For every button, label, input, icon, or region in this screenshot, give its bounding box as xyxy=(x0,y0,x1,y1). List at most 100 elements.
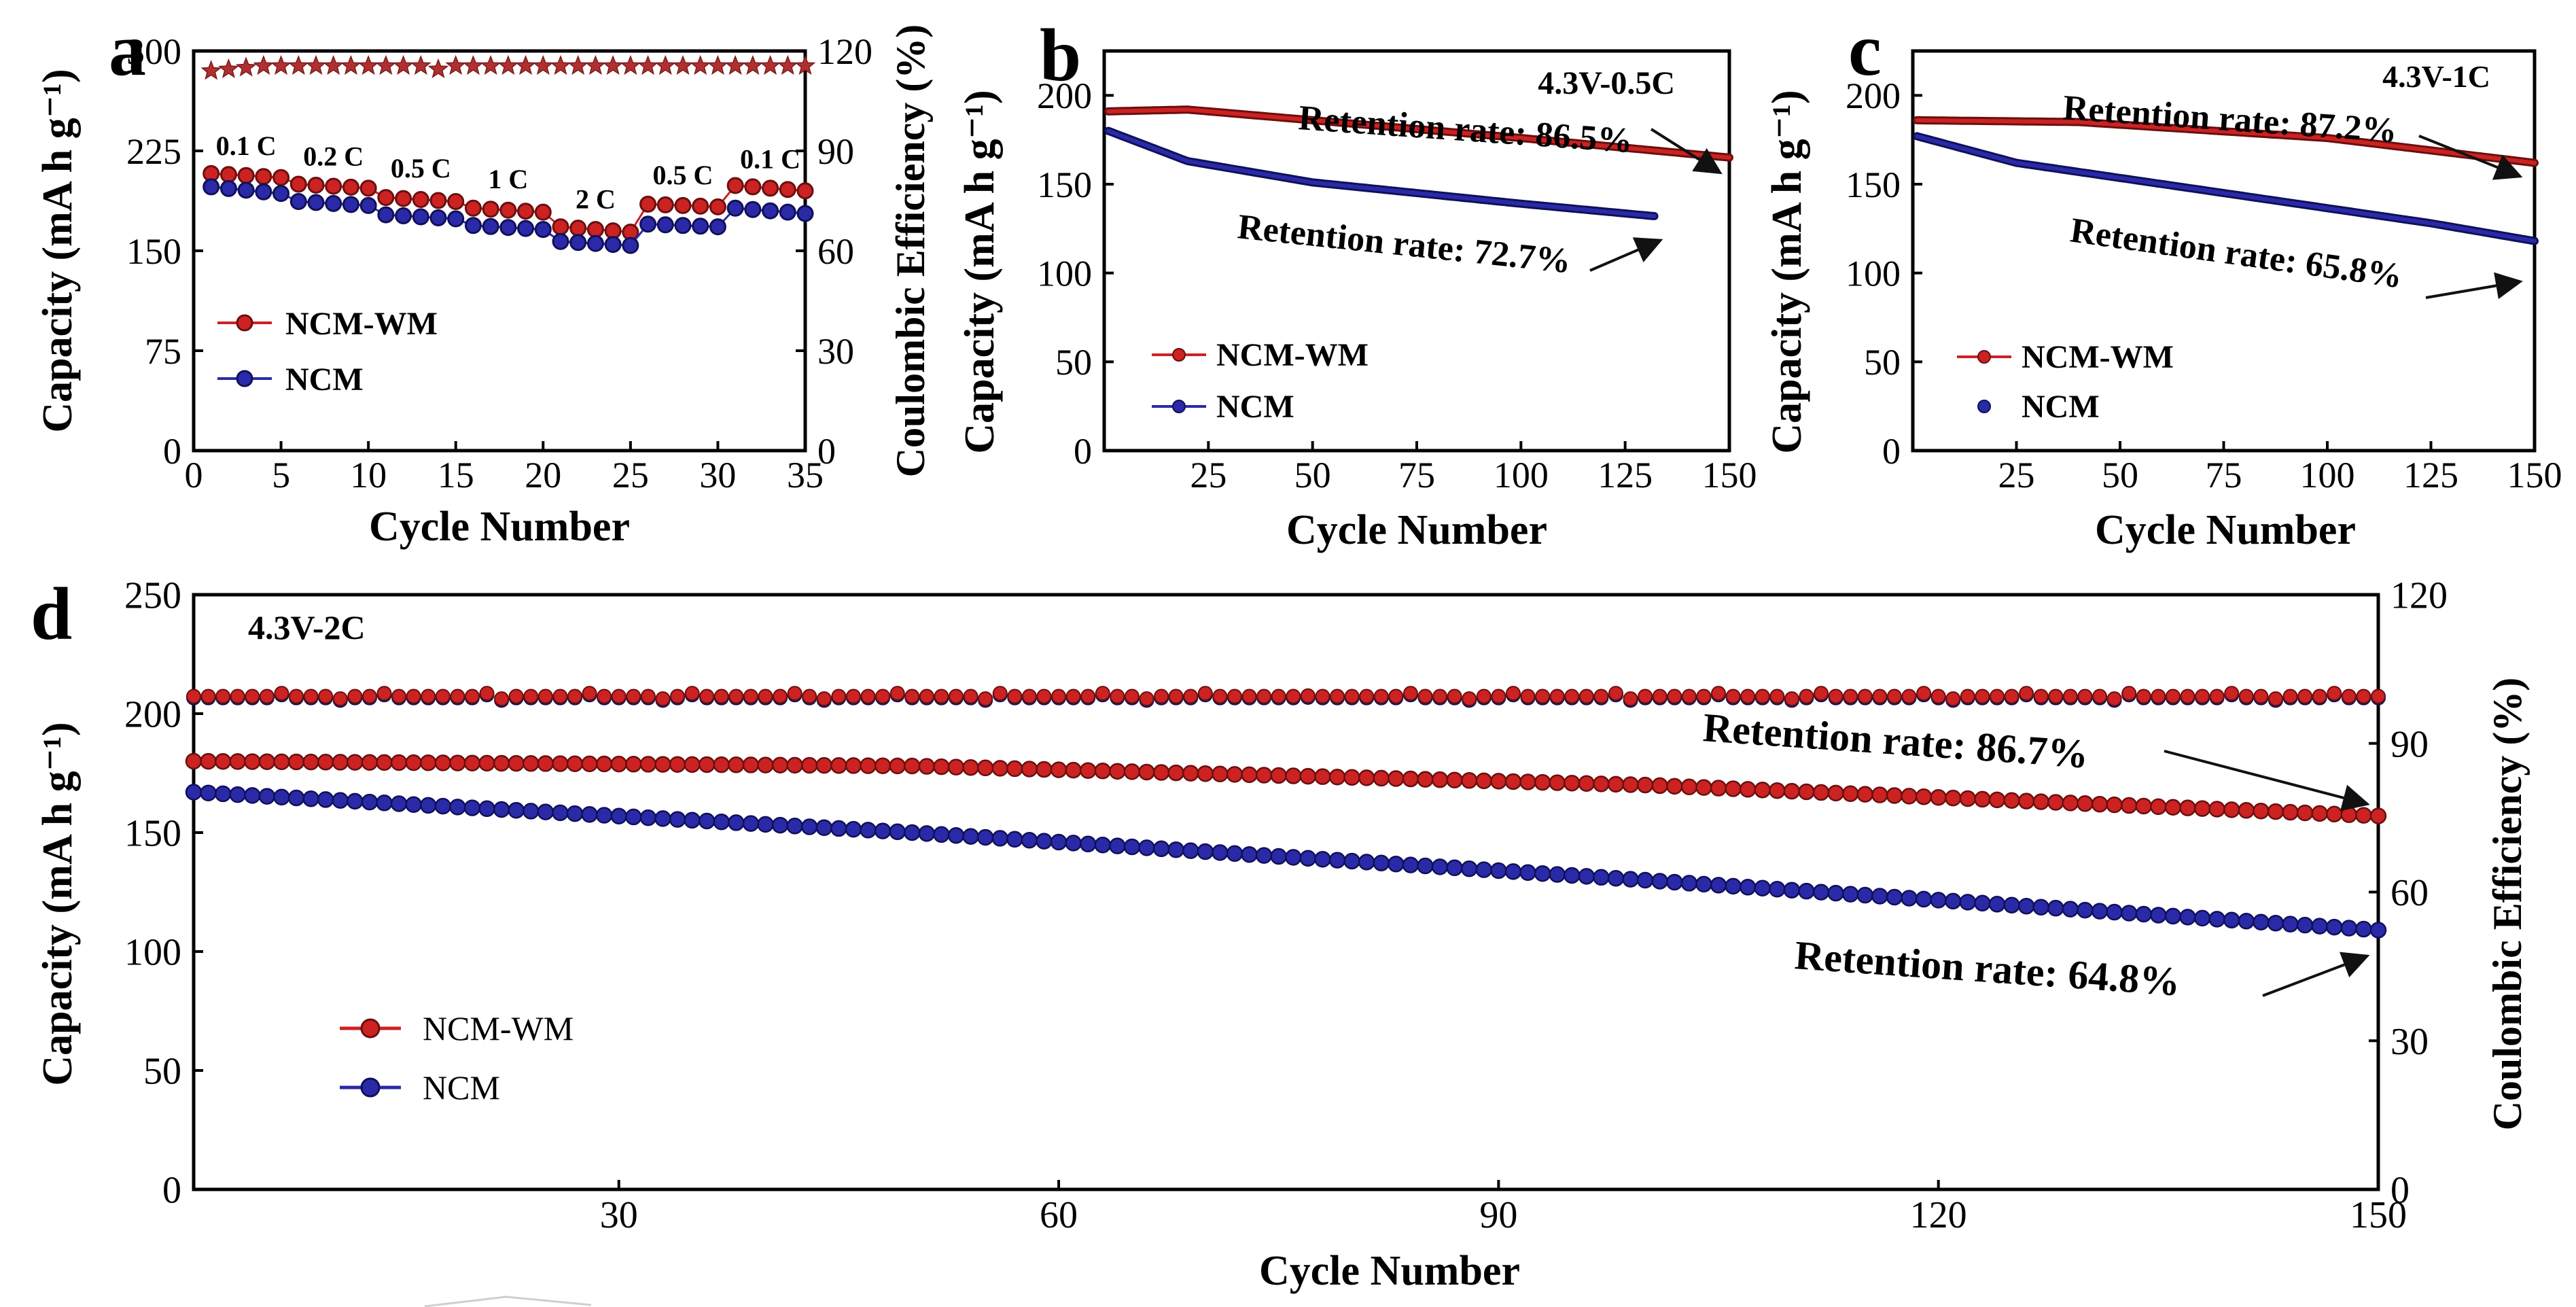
ce-point-ncm-wm-ce-84 xyxy=(1402,686,1418,701)
a-y-tick-label-300: 300 xyxy=(126,31,181,72)
point-ncm-99 xyxy=(1622,871,1639,888)
point-ncm-49 xyxy=(889,823,906,841)
point-ncm-wm-97 xyxy=(1593,776,1610,792)
point-ncm-wm-26 xyxy=(639,195,657,213)
point-ncm-51 xyxy=(918,825,936,842)
d-x-tick-label-60: 60 xyxy=(1040,1194,1078,1236)
point-ncm-wm-141 xyxy=(2238,802,2255,819)
point-ncm-wm-17 xyxy=(482,201,499,218)
point-ncm-wm-8 xyxy=(287,753,305,771)
point-ncm-95 xyxy=(1564,867,1581,884)
point-ncm-69 xyxy=(1182,842,1199,859)
ce-point-ncm-wm-ce-58 xyxy=(1021,689,1037,704)
ce-point-ncm-wm-ce-60 xyxy=(1051,689,1067,704)
point-ncm-2 xyxy=(219,179,237,197)
point-ncm-wm-17 xyxy=(419,754,437,771)
point-ncm-7 xyxy=(273,788,290,806)
panel-d-arrow-ncm xyxy=(2262,952,2370,997)
ce-point-ncm-wm-ce-37 xyxy=(713,689,729,704)
point-ncm-1 xyxy=(202,178,220,196)
ce-point-ncm-wm-ce-94 xyxy=(1549,689,1565,704)
point-ncm-wm-73 xyxy=(1241,766,1258,784)
point-ncm-10 xyxy=(317,791,334,808)
point-ncm-wm-72 xyxy=(1226,766,1243,783)
ce-point-ncm-wm-ce-61 xyxy=(1065,689,1081,704)
panel-c-legend: NCM-WM NCM xyxy=(1957,339,2174,425)
point-ncm-wm-101 xyxy=(1651,777,1668,795)
ce-star-23 xyxy=(585,54,606,75)
ce-point-ncm-wm-ce-114 xyxy=(1843,689,1858,704)
point-ncm-wm-146 xyxy=(2311,805,2328,822)
ce-point-ncm-wm-ce-16 xyxy=(406,689,421,704)
ce-point-ncm-wm-ce-17 xyxy=(421,689,436,704)
ce-star-22 xyxy=(567,54,588,75)
a-y2-tick-label-60: 60 xyxy=(817,231,854,272)
point-ncm-wm-12 xyxy=(347,754,364,771)
panel-d-title: 4.3V-2C xyxy=(248,608,366,646)
point-ncm-wm-13 xyxy=(412,191,429,209)
point-ncm-1 xyxy=(185,784,202,801)
point-ncm-wm-20 xyxy=(534,203,552,221)
point-ncm-148 xyxy=(2340,920,2358,937)
point-ncm-wm-23 xyxy=(508,754,525,772)
point-ncm-25 xyxy=(537,803,554,820)
point-ncm-86 xyxy=(1431,858,1449,875)
point-ncm-72 xyxy=(1226,845,1243,862)
ce-point-ncm-wm-ce-107 xyxy=(1740,689,1756,704)
ce-point-ncm-wm-ce-112 xyxy=(1814,686,1829,701)
ce-point-ncm-wm-ce-73 xyxy=(1241,689,1257,704)
ce-point-ncm-wm-ce-93 xyxy=(1535,689,1551,704)
point-ncm-11 xyxy=(332,792,349,809)
ce-point-ncm-wm-ce-139 xyxy=(2209,689,2225,704)
point-ncm-122 xyxy=(1959,894,1977,911)
point-ncm-93 xyxy=(1534,865,1551,882)
point-ncm-wm-108 xyxy=(1754,782,1771,799)
ce-point-ncm-wm-ce-103 xyxy=(1681,689,1697,704)
point-ncm-101 xyxy=(1651,873,1668,890)
panel-label-a: a xyxy=(109,8,146,91)
point-ncm-124 xyxy=(1988,896,2006,913)
point-ncm-wm-29 xyxy=(692,197,709,215)
point-ncm-9 xyxy=(342,196,359,213)
ce-point-ncm-wm-ce-86 xyxy=(1432,689,1448,704)
point-ncm-142 xyxy=(2253,913,2270,930)
point-ncm-wm-139 xyxy=(2208,801,2225,818)
d-x-tick-label-90: 90 xyxy=(1479,1194,1517,1236)
point-ncm-wm-79 xyxy=(1328,768,1346,786)
point-ncm-wm-21 xyxy=(478,754,495,772)
a-x-tick-label-20: 20 xyxy=(525,455,561,495)
ce-point-ncm-wm-ce-71 xyxy=(1212,689,1228,704)
rate-label-6: 0.5 C xyxy=(653,160,713,190)
ce-point-ncm-wm-ce-131 xyxy=(2092,689,2108,704)
point-ncm-wm-53 xyxy=(947,759,965,776)
point-ncm-17 xyxy=(482,217,499,235)
ce-point-ncm-wm-ce-18 xyxy=(435,689,451,704)
point-ncm-wm-32 xyxy=(744,178,762,196)
b-x-tick-label-50: 50 xyxy=(1294,455,1331,495)
point-ncm-wm-24 xyxy=(523,755,540,772)
point-ncm-13 xyxy=(412,208,429,226)
point-ncm-wm-40 xyxy=(757,756,774,773)
point-ncm-12 xyxy=(347,792,364,810)
d-y-tick-label-250: 250 xyxy=(124,575,181,617)
panel-a-y2-axis-label: Coulombic Efficiency (%) xyxy=(888,24,933,478)
panel-b-x-axis-label: Cycle Number xyxy=(1286,507,1547,553)
ce-point-ncm-wm-ce-133 xyxy=(2121,686,2137,701)
panel-c-retention-ncm-wm: Retention rate: 87.2% xyxy=(2062,88,2398,150)
d-y-tick-label-100: 100 xyxy=(124,932,181,974)
ce-star-8 xyxy=(323,54,344,75)
panel-d-plot-area xyxy=(192,593,2380,1191)
d-y2-tick-label-0: 0 xyxy=(2390,1170,2410,1212)
point-ncm-108 xyxy=(1754,879,1771,897)
ce-point-ncm-wm-ce-2 xyxy=(200,689,216,704)
point-ncm-wm-50 xyxy=(904,757,921,775)
ce-point-ncm-wm-ce-89 xyxy=(1476,689,1492,704)
point-ncm-wm-9 xyxy=(302,753,319,771)
point-ncm-138 xyxy=(2193,909,2211,927)
point-ncm-wm-22 xyxy=(569,220,587,237)
point-ncm-wm-18 xyxy=(499,201,517,219)
ce-point-ncm-wm-ce-6 xyxy=(259,689,275,704)
panel-d-retention-ncm: Retention rate: 64.8% xyxy=(1793,933,2181,1004)
panel-a-x-axis-label: Cycle Number xyxy=(369,504,630,550)
